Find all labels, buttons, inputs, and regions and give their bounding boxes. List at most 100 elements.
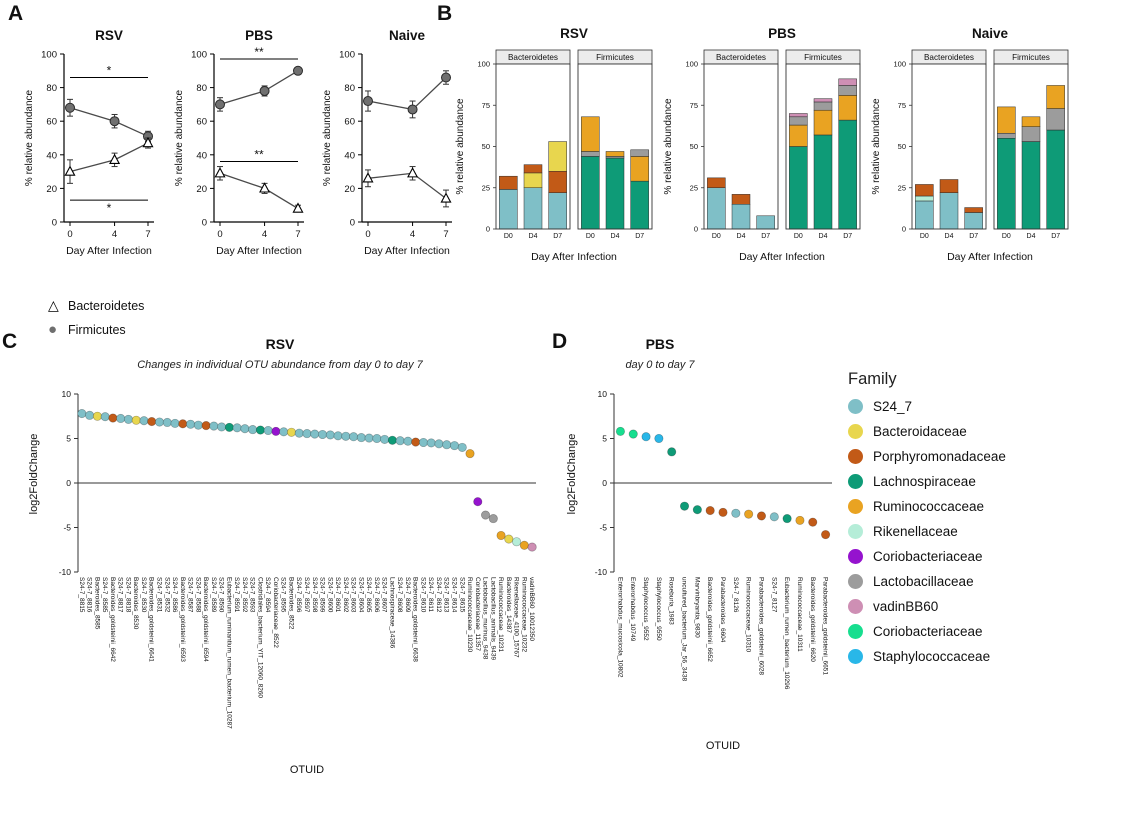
family-color-dot-icon [848, 499, 863, 514]
family-legend-item-s24_7: S24_7 [848, 399, 1006, 414]
svg-text:D0: D0 [504, 233, 513, 240]
svg-text:S24-7_8598: S24-7_8598 [311, 577, 318, 613]
pbs-otu-dotplot: 10 5 0 -5 -10 Enterorhabdus_mucosicola_10802 E… [562, 382, 862, 767]
svg-text:S24-7_8597: S24-7_8597 [303, 577, 310, 613]
svg-text:Roseburia_1983: Roseburia_1983 [668, 577, 675, 625]
svg-text:*: * [107, 64, 112, 78]
svg-text:Bacteroides_goldsteinii_6593: Bacteroides_goldsteinii_6593 [179, 577, 186, 662]
svg-text:S24-7_8816: S24-7_8816 [86, 577, 93, 613]
svg-text:Rikenellaceae_4100_15767: Rikenellaceae_4100_15767 [513, 577, 520, 658]
svg-text:S24-7_8585: S24-7_8585 [101, 577, 108, 613]
svg-text:5: 5 [602, 434, 607, 444]
family-color-dot-icon [848, 549, 863, 564]
legend-row-firmicutes: ● Firmicutes [48, 321, 144, 338]
svg-text:Eubacterium_ruminantium_rumen_: Eubacterium_ruminantium_rumen_bacterium_… [225, 577, 232, 729]
svg-text:D7: D7 [761, 233, 770, 240]
svg-text:% relative abundance: % relative abundance [322, 89, 333, 186]
family-label: Coriobacteriaceae [873, 624, 983, 639]
svg-text:S24-7_8589: S24-7_8589 [210, 577, 217, 613]
svg-text:Ruminococcaceae_10231: Ruminococcaceae_10231 [497, 577, 504, 653]
rsv-line-chart: RSV 0 20 40 60 80 100 0 4 7 % relative abundance Da… [20, 24, 172, 271]
panel-c-subtitle: Changes in individual OTU abundance from… [137, 359, 423, 371]
svg-text:7: 7 [295, 229, 300, 240]
legend-label-firmicutes: Firmicutes [68, 322, 126, 337]
svg-text:S24-7_8127: S24-7_8127 [770, 577, 777, 613]
svg-text:Day After Infection: Day After Infection [216, 245, 302, 257]
stacked-bar-svg-Naive: Naive 0 25 50 75 100 % relative abundance Day A… [871, 26, 1069, 263]
svg-text:-10: -10 [59, 567, 72, 577]
svg-text:Staphylococcus_9550: Staphylococcus_9550 [655, 577, 662, 641]
rsv-otu-dotplot: 10 5 0 -5 -10 S24-7_8815 S24-7_8816 Bacteroides… [20, 382, 565, 787]
svg-text:D7: D7 [843, 233, 852, 240]
svg-text:S24-7_8613: S24-7_8613 [443, 577, 450, 613]
svg-text:Lachnospiraceae_14386: Lachnospiraceae_14386 [388, 577, 395, 649]
svg-text:% relative abundance: % relative abundance [663, 98, 674, 195]
panel-b-label: B [437, 2, 453, 25]
svg-text:S24-7_8605: S24-7_8605 [365, 577, 372, 613]
svg-text:Coriobacteriaceae_8522: Coriobacteriaceae_8522 [272, 577, 279, 648]
svg-text:Firmicutes: Firmicutes [804, 53, 842, 62]
svg-text:**: ** [254, 45, 264, 59]
svg-text:0: 0 [217, 229, 222, 240]
svg-text:S24-7_8593: S24-7_8593 [249, 577, 256, 613]
family-legend-item-staphylococcaceae: Staphylococcaceae [848, 649, 1006, 664]
family-legend-item-coriobacteriaceae: Coriobacteriaceae [848, 549, 1006, 564]
svg-text:% relative abundance: % relative abundance [871, 98, 882, 195]
svg-text:D0: D0 [586, 233, 595, 240]
svg-text:60: 60 [196, 117, 207, 128]
svg-text:D7: D7 [553, 233, 562, 240]
svg-text:Day After Infection: Day After Infection [947, 251, 1033, 263]
family-legend: Family S24_7 Bacteroidaceae Porphyromonada… [848, 370, 1006, 674]
svg-text:Marvinbryantia_9830: Marvinbryantia_9830 [693, 577, 700, 638]
svg-text:RSV: RSV [95, 28, 123, 43]
svg-text:*: * [107, 201, 112, 215]
svg-text:0: 0 [350, 218, 355, 229]
svg-text:D0: D0 [1002, 233, 1011, 240]
svg-text:Staphylococcus_9552: Staphylococcus_9552 [642, 577, 649, 641]
svg-text:S24-7_8126: S24-7_8126 [732, 577, 739, 613]
svg-text:**: ** [254, 148, 264, 162]
svg-text:100: 100 [191, 50, 207, 61]
svg-text:S24-7_8592: S24-7_8592 [241, 577, 248, 613]
svg-text:25: 25 [690, 183, 698, 192]
family-legend-item-lachnospiraceae: Lachnospiraceae [848, 474, 1006, 489]
svg-text:80: 80 [196, 83, 207, 94]
panel-c-title: RSV [265, 336, 295, 352]
svg-text:7: 7 [443, 229, 448, 240]
svg-text:S24-7_8530: S24-7_8530 [140, 577, 147, 613]
svg-text:4: 4 [410, 229, 415, 240]
svg-text:25: 25 [898, 183, 906, 192]
svg-text:80: 80 [46, 83, 57, 94]
naive-stacked-bar-chart: Naive 0 25 50 75 100 % relative abundance Day A… [868, 24, 1074, 273]
svg-text:D0: D0 [712, 233, 721, 240]
svg-text:S24-7_8588: S24-7_8588 [194, 577, 201, 613]
family-label: vadinBB60 [873, 599, 939, 614]
svg-text:S24-7_8614: S24-7_8614 [450, 577, 457, 613]
svg-text:% relative abundance: % relative abundance [174, 89, 185, 186]
svg-text:S24-7_8601: S24-7_8601 [334, 577, 341, 613]
svg-text:Lactobacillus_animalis_9439: Lactobacillus_animalis_9439 [489, 577, 496, 660]
svg-text:Bacteroides_8530: Bacteroides_8530 [132, 577, 139, 630]
family-legend-item-lactobacillaceae: Lactobacillaceae [848, 574, 1006, 589]
family-label: Ruminococcaceae [873, 499, 985, 514]
svg-text:Bacteroidetes: Bacteroidetes [716, 53, 766, 62]
family-legend-item-ruminococcaceae: Ruminococcaceae [848, 499, 1006, 514]
family-color-dot-icon [848, 574, 863, 589]
svg-text:5: 5 [66, 434, 71, 444]
family-label: Lachnospiraceae [873, 474, 976, 489]
panel-d-title: PBS [645, 336, 675, 352]
svg-text:Day After Infection: Day After Infection [66, 245, 152, 257]
svg-text:D4: D4 [1027, 233, 1036, 240]
family-label: Porphyromonadaceae [873, 449, 1006, 464]
svg-text:S24-7_8610: S24-7_8610 [419, 577, 426, 613]
svg-text:Enterorhabdus_mucosicola_10802: Enterorhabdus_mucosicola_10802 [616, 577, 623, 678]
svg-text:S24-7_8603: S24-7_8603 [350, 577, 357, 613]
svg-text:Bacteroides_goldsteinii_6642: Bacteroides_goldsteinii_6642 [109, 577, 116, 662]
svg-text:Parabacteroides_goldsteinii_66: Parabacteroides_goldsteinii_6651 [822, 577, 829, 675]
svg-text:S24-7_8532: S24-7_8532 [163, 577, 170, 613]
svg-text:Naive: Naive [972, 26, 1009, 41]
svg-text:4: 4 [262, 229, 267, 240]
family-label: S24_7 [873, 399, 913, 414]
svg-text:S24-7_8606: S24-7_8606 [373, 577, 380, 613]
